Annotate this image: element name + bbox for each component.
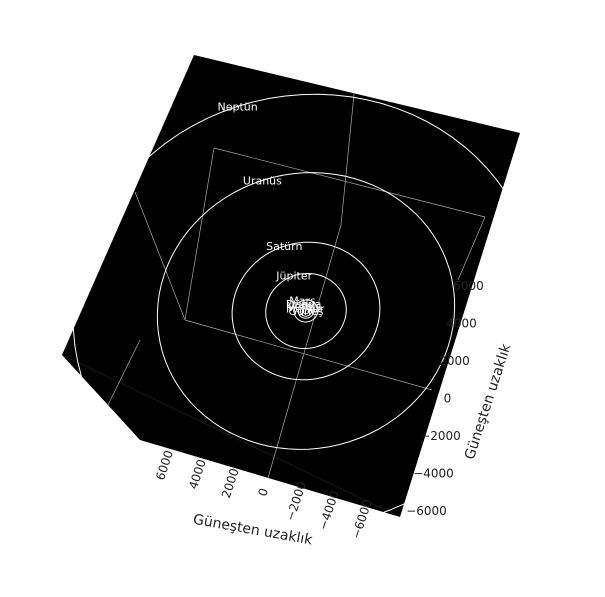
x-tick-label: 4000 xyxy=(186,458,209,491)
y-tick-label: −4000 xyxy=(413,467,454,481)
x-tick-label: −4000 xyxy=(316,489,342,532)
back-walls xyxy=(107,93,486,479)
planet-label: Satürn xyxy=(266,240,302,253)
planet-label: Merkür xyxy=(286,302,325,315)
x-tick-label: 6000 xyxy=(153,449,176,482)
grid-line xyxy=(107,339,141,406)
y-tick-label: 2000 xyxy=(439,354,470,368)
grid-line xyxy=(457,216,486,281)
y-tick-label: −6000 xyxy=(406,504,447,518)
grid-line xyxy=(213,147,486,218)
planet-label: Mars xyxy=(289,295,316,308)
x-tick-label: −6000 xyxy=(349,498,375,541)
grid-line xyxy=(267,224,342,479)
plot-cube-front-face xyxy=(62,355,400,517)
y-tick-label: 6000 xyxy=(453,279,484,293)
grid-line xyxy=(134,191,186,321)
y-tick-label: 4000 xyxy=(446,316,477,330)
grid-line xyxy=(184,147,215,321)
planet-label: Güneş xyxy=(289,305,324,318)
y-axis-title: Güneşten uzaklık xyxy=(462,341,515,462)
planet-label: Dünya xyxy=(286,298,322,311)
orbit-rings xyxy=(72,93,540,529)
planet-label: Uranüs xyxy=(243,174,282,187)
orbit-ring xyxy=(72,93,540,529)
x-tick-label: 0 xyxy=(255,486,271,498)
grid-line xyxy=(340,93,355,226)
orbit-ring xyxy=(265,272,347,350)
x-tick-label: −2000 xyxy=(283,480,309,523)
orbit-ring xyxy=(302,307,310,315)
y-axis-ticks: 6000 4000 2000 0 −2000 −4000 −6000 xyxy=(406,279,484,518)
orbit-ring xyxy=(299,305,313,317)
grid-line xyxy=(184,319,433,391)
plot-cube-top-face xyxy=(62,55,520,517)
y-tick-label: 0 xyxy=(444,392,452,406)
orbit-ring xyxy=(231,241,381,381)
planet-label: Venüs xyxy=(288,300,321,313)
planet-label: Jüpiter xyxy=(275,270,312,283)
planet-label: Neptün xyxy=(217,100,257,113)
orbit-ring xyxy=(293,299,319,323)
x-tick-label: 2000 xyxy=(219,467,242,500)
orbit-ring xyxy=(297,303,315,319)
orbit-ring xyxy=(156,172,456,450)
y-tick-label: −2000 xyxy=(420,429,461,443)
